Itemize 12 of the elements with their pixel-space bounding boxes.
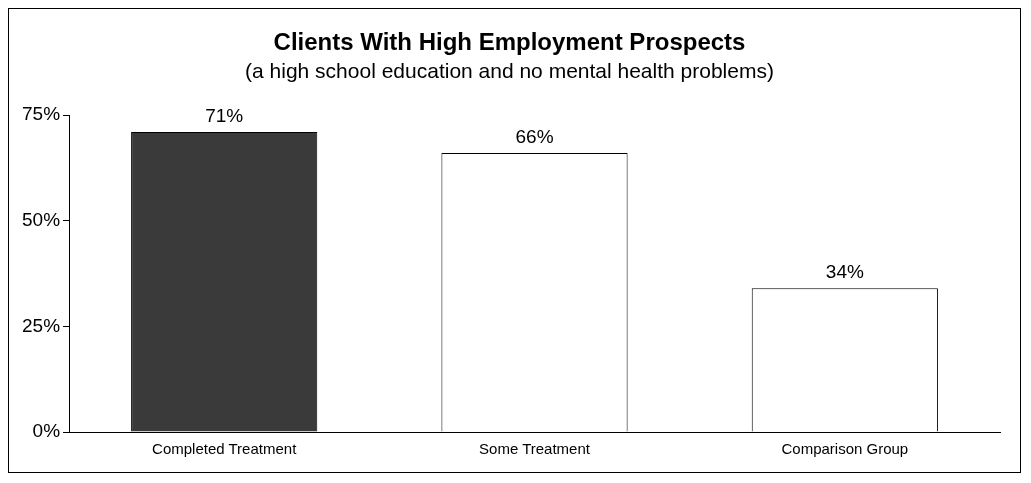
y-tick-label: 25% [22,314,61,336]
data-label: 66% [515,125,554,147]
x-tick-label: Some Treatment [479,440,591,458]
x-tick-label: Completed Treatment [152,440,298,458]
chart-title: Clients With High Employment Prospects [273,28,746,56]
x-tick-label: Comparison Group [781,440,909,458]
chart-subtitle: (a high school education and no mental health problems) [245,59,774,83]
data-label: 71% [205,104,244,126]
y-tick-label: 75% [22,103,61,125]
y-tick-label: 50% [22,208,61,230]
y-tick-label: 0% [32,420,61,442]
data-label: 34% [825,261,864,283]
